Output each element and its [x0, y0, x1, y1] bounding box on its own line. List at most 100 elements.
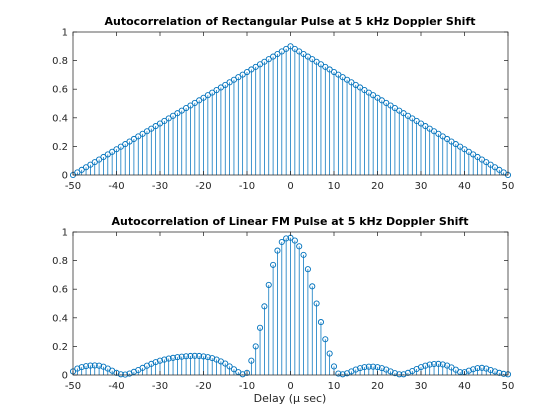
bottom-x-tick-label: 0 — [287, 381, 293, 392]
top-data-point — [83, 164, 90, 171]
bottom-data-point — [439, 361, 446, 368]
bottom-x-tick-label: 20 — [371, 381, 384, 392]
top-data-point — [130, 135, 137, 143]
top-x-tick-label: 0 — [287, 181, 293, 192]
bottom-data-point — [83, 363, 90, 370]
bottom-data-point — [309, 283, 316, 290]
bottom-data-point — [426, 361, 433, 368]
bottom-data-point — [187, 352, 194, 360]
bottom-data-point — [178, 353, 185, 360]
bottom-y-tick-label: 0.4 — [52, 313, 68, 324]
top-x-tick-label: -20 — [195, 181, 211, 192]
top-data-point — [426, 125, 433, 132]
top-data-point — [322, 63, 329, 70]
top-data-point — [470, 151, 477, 158]
top-data-point — [165, 115, 172, 122]
top-data-point — [404, 112, 412, 119]
bottom-data-point — [500, 370, 507, 377]
top-data-point — [496, 166, 503, 173]
top-data-point — [378, 97, 385, 104]
bottom-data-point — [491, 368, 499, 375]
bottom-data-point — [317, 319, 325, 326]
top-data-point — [187, 102, 194, 109]
top-data-point — [183, 105, 190, 112]
bottom-data-point — [417, 364, 425, 371]
bottom-data-point — [291, 237, 298, 244]
top-data-point — [304, 53, 311, 60]
bottom-chart-title: Autocorrelation of Linear FM Pulse at 5 … — [112, 215, 469, 228]
top-data-point — [161, 117, 168, 124]
top-data-point — [226, 79, 233, 86]
top-data-point — [317, 61, 325, 68]
top-data-point — [422, 123, 429, 130]
bottom-data-point — [265, 281, 272, 288]
top-data-point — [270, 53, 277, 60]
bottom-data-point — [465, 367, 472, 374]
top-x-tick-label: -30 — [152, 181, 168, 192]
top-data-point — [348, 79, 355, 86]
bottom-data-point — [478, 364, 485, 371]
top-data-point — [413, 117, 420, 124]
top-data-point — [169, 112, 177, 119]
bottom-data-point — [296, 243, 303, 250]
top-data-point — [448, 138, 455, 145]
top-data-point — [370, 92, 377, 99]
top-x-tick-label: -10 — [239, 181, 255, 192]
bottom-x-tick-label: 10 — [328, 381, 341, 392]
bottom-data-point — [391, 370, 398, 377]
bottom-data-point — [183, 353, 190, 360]
top-data-point — [174, 110, 181, 117]
top-data-point — [209, 89, 216, 96]
bottom-y-tick-label: 0.6 — [52, 285, 68, 296]
top-data-point — [217, 84, 224, 91]
top-data-point — [204, 92, 211, 99]
top-data-point — [444, 135, 451, 143]
bottom-data-point — [274, 247, 281, 254]
top-x-tick-label: 20 — [371, 181, 384, 192]
bottom-data-point — [357, 365, 364, 372]
bottom-stem-series — [69, 234, 512, 378]
bottom-data-point — [483, 365, 490, 372]
bottom-data-point — [270, 261, 277, 268]
top-data-point — [91, 159, 98, 166]
top-data-point — [109, 148, 116, 155]
bottom-data-point — [165, 355, 172, 362]
bottom-data-point — [243, 369, 251, 376]
top-data-point — [213, 87, 220, 94]
bottom-data-point — [191, 352, 198, 359]
top-data-point — [191, 99, 198, 106]
bottom-y-axis: 0 0.2 0.4 0.6 0.8 1 — [52, 228, 508, 382]
bottom-data-point — [474, 365, 481, 372]
top-data-point — [357, 84, 364, 91]
bottom-data-point — [230, 366, 237, 373]
top-data-point — [383, 99, 390, 106]
bottom-x-axis: -50 -40 -30 -20 -10 0 10 20 30 40 50 — [65, 232, 514, 392]
bottom-data-point — [169, 354, 177, 361]
top-data-point — [396, 107, 403, 114]
top-stem-series — [69, 43, 512, 179]
bottom-data-point — [78, 364, 85, 371]
top-data-point — [256, 61, 264, 68]
top-data-point — [287, 43, 294, 50]
bottom-data-point — [313, 300, 320, 307]
top-data-point — [230, 76, 237, 83]
bottom-data-point — [204, 354, 211, 361]
top-data-point — [465, 148, 472, 155]
bottom-x-tick-label: -30 — [152, 381, 168, 392]
top-data-point — [339, 74, 346, 81]
top-data-point — [135, 133, 142, 140]
top-x-tick-label: 40 — [458, 181, 471, 192]
bottom-data-point — [96, 362, 103, 369]
top-data-point — [235, 74, 242, 81]
bottom-x-tick-label: -40 — [108, 381, 124, 392]
bottom-x-tick-label: -20 — [195, 381, 211, 392]
top-data-point — [143, 128, 150, 135]
bottom-data-point — [352, 366, 359, 373]
bottom-data-point — [378, 365, 385, 372]
bottom-x-tick-label: 40 — [458, 381, 471, 392]
bottom-y-tick-label: 1 — [62, 228, 68, 239]
top-data-point — [265, 56, 272, 63]
top-data-point — [391, 105, 398, 112]
bottom-data-point — [261, 303, 268, 310]
